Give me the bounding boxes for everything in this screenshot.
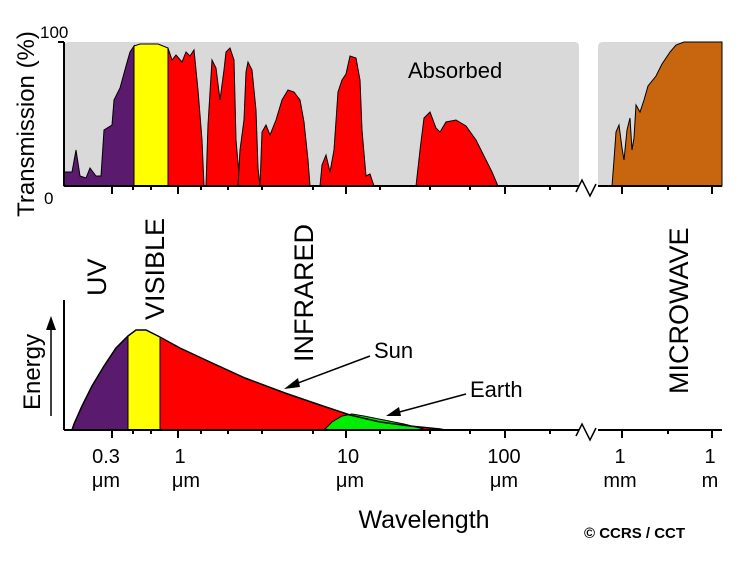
credit-text: © CCRS / CCT [584, 525, 685, 542]
transmission-y-bottom-tick-label: 0 [44, 189, 53, 208]
absorbed-label: Absorbed [408, 58, 502, 83]
earth-pointer-arrowhead-icon [386, 407, 401, 416]
tick-label-value: 100 [487, 446, 520, 468]
earth-pointer-line [391, 393, 467, 415]
infrared-transmission-area [319, 55, 375, 187]
infrared-transmission-area [415, 111, 499, 187]
tick-label-value: 1 [614, 446, 625, 468]
tick-label-unit: μm [92, 470, 120, 492]
wavelength-tick-labels: 0.3 μm 1 μm 10 μm 100 μm 1 mm 1 m [92, 446, 718, 492]
tick-label-unit: μm [336, 470, 364, 492]
tick-label-value: 10 [337, 446, 359, 468]
tick-label-unit: mm [603, 470, 636, 492]
tick-label-unit: μm [172, 470, 200, 492]
infrared-transmission-area [205, 47, 241, 187]
sun-uv-area [72, 336, 128, 430]
tick-label-value: 1 [704, 446, 715, 468]
earth-label: Earth [470, 377, 523, 402]
band-label-infrared: INFRARED [289, 224, 319, 362]
tick-label-value: 0.3 [92, 446, 120, 468]
axis-break-squiggle [575, 178, 597, 198]
energy-arrow-head-icon [46, 316, 56, 330]
sun-label: Sun [374, 338, 413, 363]
sun-curve-outline [71, 329, 446, 431]
axis-break-squiggle [575, 422, 597, 442]
tick-label-unit: μm [490, 470, 518, 492]
x-axis-title: Wavelength [358, 506, 489, 534]
transmission-y-top-tick-label: 100 [40, 23, 68, 42]
infrared-transmission-area [237, 60, 261, 187]
infrared-transmission-area [259, 89, 311, 187]
transmission-panel: Transmission (%) 100 0 Absorbed [13, 23, 723, 217]
band-labels: UV VISIBLE INFRARED MICROWAVE [82, 218, 694, 394]
uv-transmission-area [63, 44, 135, 187]
sun-pointer-arrowhead-icon [284, 378, 300, 389]
microwave-transmission-area [611, 41, 723, 187]
energy-y-axis-label: Energy [19, 334, 46, 410]
tick-label-value: 1 [174, 446, 185, 468]
tick-label-unit: m [702, 470, 719, 492]
energy-panel: Energy Sun Earth [19, 300, 722, 442]
energy-x-ticks [111, 430, 713, 438]
band-label-microwave: MICROWAVE [664, 228, 694, 395]
band-label-visible: VISIBLE [140, 218, 170, 320]
transmission-y-axis-label: Transmission (%) [13, 31, 40, 217]
transmission-x-ticks [111, 186, 713, 194]
infrared-transmission-area [167, 47, 205, 187]
sun-visible-area [128, 330, 160, 430]
sun-pointer-line [289, 355, 371, 387]
sun-infrared-area [160, 338, 445, 430]
band-label-uv: UV [82, 258, 112, 296]
visible-transmission-area [133, 43, 169, 187]
